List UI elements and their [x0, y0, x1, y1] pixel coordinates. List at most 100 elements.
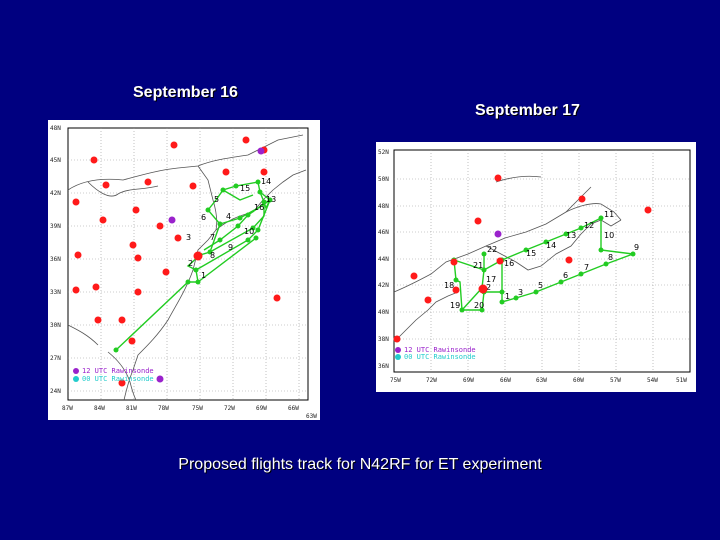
- waypoint-marker: [523, 247, 529, 253]
- sonde-station: [578, 195, 586, 203]
- sonde-12utc: [257, 147, 265, 155]
- waypoint-marker: [207, 249, 213, 255]
- waypoint-marker: [499, 289, 505, 295]
- lat-label: 42N: [50, 190, 61, 197]
- rawinsonde-special: [156, 147, 265, 383]
- sonde-station: [273, 294, 281, 302]
- sonde-station: [102, 181, 110, 189]
- waypoint-marker: [558, 279, 564, 285]
- sonde-12utc: [156, 375, 164, 383]
- sonde-station: [474, 217, 482, 225]
- waypoint-label: 10: [604, 231, 614, 240]
- waypoint-marker: [481, 267, 487, 273]
- waypoint-marker: [245, 237, 251, 243]
- lat-label: 38N: [378, 336, 389, 343]
- waypoint-label: 9: [228, 243, 233, 252]
- sonde-station: [94, 316, 102, 324]
- sonde-station: [72, 286, 80, 294]
- sonde-12utc: [168, 216, 176, 224]
- legend-00utc-marker: [73, 376, 79, 382]
- waypoint-label: 8: [210, 251, 215, 260]
- lon-label: 81W: [126, 405, 137, 412]
- lat-label: 50N: [378, 176, 389, 183]
- waypoint-label: 7: [210, 233, 215, 242]
- waypoint-marker: [253, 235, 259, 241]
- sonde-station: [189, 182, 197, 190]
- waypoint-label: 15: [240, 184, 250, 193]
- waypoint-marker: [459, 307, 465, 313]
- legend-12utc-text: 12 UTC Rawinsonde: [404, 346, 476, 354]
- waypoint-marker: [217, 221, 223, 227]
- waypoint-label: 1: [201, 271, 206, 280]
- waypoint-marker: [233, 183, 239, 189]
- waypoint-marker: [205, 207, 211, 213]
- lat-axis-labels: 52N 50N 48N 46N 44N 42N 40N 38N 36N: [378, 149, 389, 370]
- legend-12utc-text: 12 UTC Rawinsonde: [82, 367, 154, 375]
- lat-label: 44N: [378, 256, 389, 263]
- lat-label: 52N: [378, 149, 389, 156]
- sonde-station: [565, 256, 573, 264]
- legend-sep17: 12 UTC Rawinsonde 00 UTC Rawinsonde: [395, 346, 476, 361]
- sonde-station: [222, 168, 230, 176]
- lon-axis-labels: 87W 84W 81W 78W 75W 72W 69W 66W 63W: [62, 405, 317, 420]
- waypoint-label: 17: [486, 275, 496, 284]
- lat-label: 46N: [378, 229, 389, 236]
- waypoint-label: 6: [563, 271, 568, 280]
- lon-label: 57W: [610, 377, 621, 384]
- lon-label: 51W: [676, 377, 687, 384]
- waypoint-label: 11: [604, 210, 614, 219]
- sonde-station: [494, 174, 502, 182]
- waypoint-marker: [578, 271, 584, 277]
- waypoint-marker: [267, 197, 273, 203]
- lat-label: 39N: [50, 223, 61, 230]
- legend-00utc-marker: [395, 354, 401, 360]
- waypoint-marker: [630, 251, 636, 257]
- sonde-station: [118, 316, 126, 324]
- waypoint-marker: [113, 347, 119, 353]
- sonde-station: [156, 222, 164, 230]
- sonde-station: [424, 296, 432, 304]
- legend-12utc-marker: [395, 347, 401, 353]
- waypoint-labels: 1 2 3 5 6 7 8 9 10 11 12 13 14 15 16 17 …: [444, 210, 639, 310]
- map-september-16-svg: 48N 45N 42N 39N 36N 33N 30N 27N 24N 87W …: [50, 125, 317, 420]
- waypoint-label: 16: [504, 259, 514, 268]
- sonde-station: [170, 141, 178, 149]
- map-frame: [67, 127, 309, 401]
- waypoint-marker: [245, 212, 251, 218]
- lon-label: 63W: [536, 377, 547, 384]
- sonde-station: [393, 335, 401, 343]
- map-september-17-svg: 52N 50N 48N 46N 44N 42N 40N 38N 36N 75W …: [378, 149, 691, 384]
- lon-label: 72W: [426, 377, 437, 384]
- waypoint-label: 6: [201, 213, 206, 222]
- lat-label: 27N: [50, 355, 61, 362]
- sonde-station: [144, 178, 152, 186]
- waypoint-marker: [603, 261, 609, 267]
- legend-00utc-text: 00 UTC Rawinsonde: [404, 353, 476, 361]
- waypoint-marker: [598, 247, 604, 253]
- lon-label: 69W: [256, 405, 267, 412]
- lon-label: 87W: [62, 405, 73, 412]
- coastline: [67, 134, 307, 401]
- sonde-station: [644, 206, 652, 214]
- waypoint-label: 13: [266, 195, 276, 204]
- sonde-station: [92, 283, 100, 291]
- sonde-station: [174, 234, 182, 242]
- waypoint-label: 4: [226, 212, 231, 221]
- waypoint-marker: [453, 277, 459, 283]
- sonde-station: [90, 156, 98, 164]
- map-grid: [394, 150, 690, 372]
- waypoint-label: 9: [634, 243, 639, 252]
- lat-label: 36N: [50, 256, 61, 263]
- legend-12utc-marker: [73, 368, 79, 374]
- waypoint-label: 19: [450, 301, 460, 310]
- lon-label: 72W: [224, 405, 235, 412]
- lon-label: 75W: [390, 377, 401, 384]
- lat-label: 36N: [378, 363, 389, 370]
- waypoint-label: 7: [584, 263, 589, 272]
- waypoint-label: 5: [538, 281, 543, 290]
- waypoint-marker: [578, 225, 584, 231]
- lon-label: 66W: [288, 405, 299, 412]
- waypoint-label: 22: [487, 245, 497, 254]
- waypoint-marker: [543, 239, 549, 245]
- waypoint-label: 21: [473, 261, 483, 270]
